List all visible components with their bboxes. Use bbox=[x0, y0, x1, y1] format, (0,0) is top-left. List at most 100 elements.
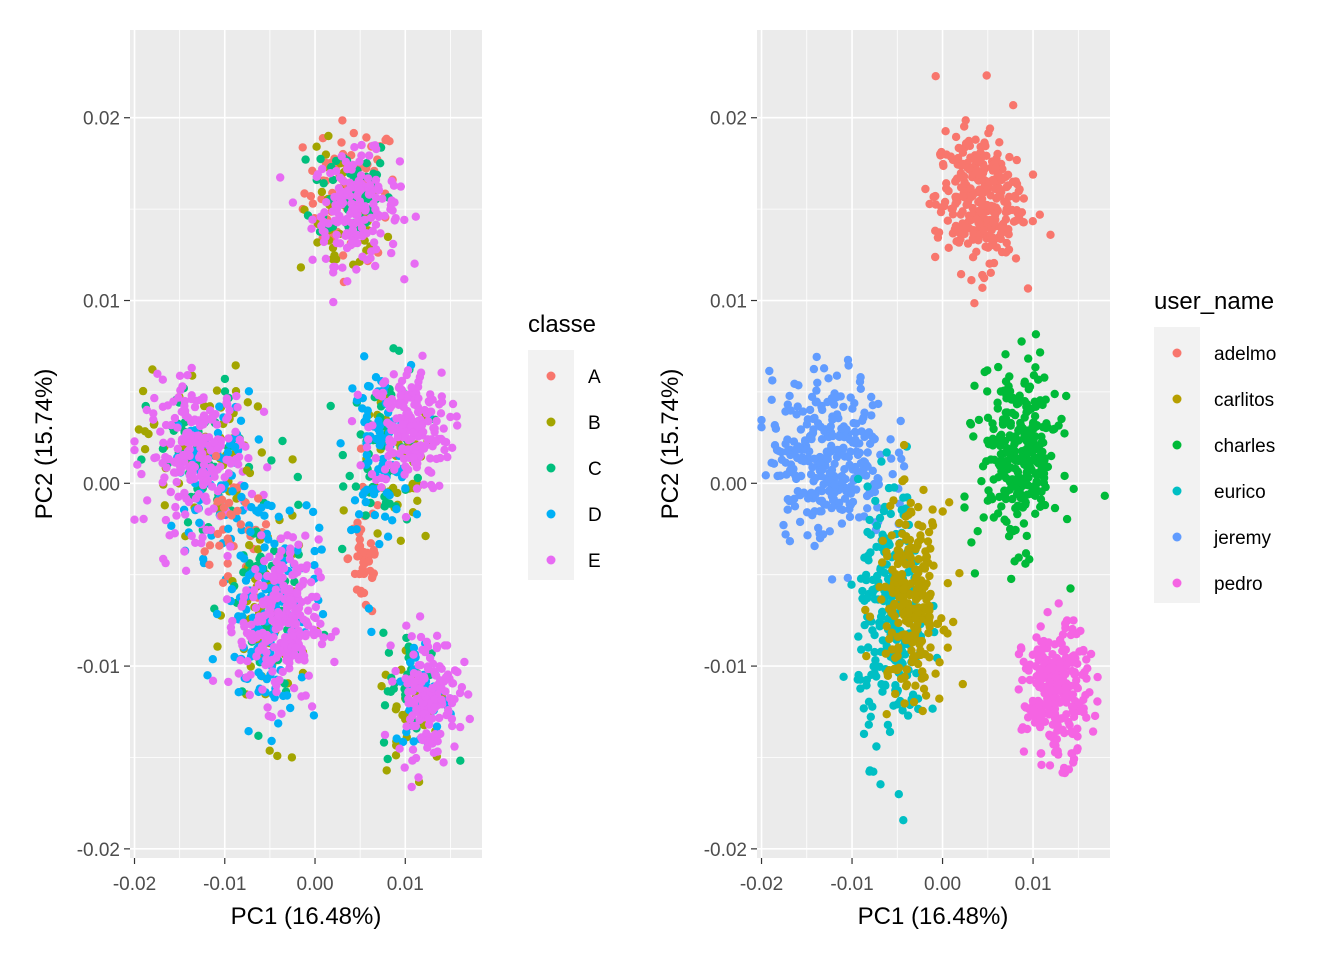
data-point bbox=[395, 413, 405, 423]
data-point bbox=[274, 719, 283, 728]
data-point bbox=[223, 534, 232, 543]
data-point bbox=[337, 138, 346, 147]
data-point bbox=[130, 515, 139, 524]
data-point bbox=[844, 453, 853, 462]
data-point bbox=[873, 480, 882, 490]
data-point bbox=[165, 531, 174, 540]
data-point bbox=[211, 451, 221, 461]
data-point bbox=[958, 171, 968, 180]
data-point bbox=[384, 460, 394, 469]
data-point bbox=[892, 552, 902, 562]
data-point bbox=[875, 622, 884, 631]
data-point bbox=[808, 463, 817, 472]
data-point bbox=[218, 578, 228, 587]
data-point bbox=[450, 742, 459, 751]
data-point bbox=[890, 575, 899, 584]
data-point bbox=[1066, 727, 1076, 737]
data-point bbox=[813, 378, 822, 387]
data-point bbox=[167, 521, 176, 530]
data-point bbox=[254, 630, 263, 639]
data-point bbox=[1050, 389, 1059, 399]
data-point bbox=[367, 627, 376, 637]
data-point bbox=[222, 398, 231, 407]
data-point bbox=[1069, 616, 1078, 625]
data-point bbox=[907, 646, 916, 655]
data-point bbox=[894, 790, 903, 799]
data-point bbox=[933, 619, 943, 628]
data-point bbox=[432, 416, 441, 426]
data-point bbox=[792, 410, 801, 419]
data-point bbox=[988, 419, 997, 428]
data-point bbox=[414, 377, 423, 386]
data-point bbox=[1026, 463, 1035, 472]
data-point bbox=[332, 230, 341, 240]
data-point bbox=[770, 421, 779, 430]
data-point bbox=[298, 143, 307, 152]
data-point bbox=[330, 262, 339, 272]
data-point bbox=[986, 201, 996, 211]
data-point bbox=[978, 283, 987, 292]
data-point bbox=[332, 238, 341, 248]
data-point bbox=[277, 709, 286, 718]
data-point bbox=[1058, 630, 1068, 639]
data-point bbox=[1005, 152, 1014, 162]
data-point bbox=[950, 225, 959, 234]
data-point bbox=[812, 352, 821, 362]
data-point bbox=[951, 177, 960, 186]
data-point bbox=[984, 128, 993, 138]
data-point bbox=[828, 431, 838, 441]
data-point bbox=[372, 144, 381, 154]
data-point bbox=[212, 420, 222, 429]
data-point bbox=[339, 177, 348, 186]
data-point bbox=[412, 484, 422, 493]
data-point bbox=[317, 639, 327, 649]
data-point bbox=[440, 445, 449, 455]
data-point bbox=[391, 214, 400, 223]
x-tick-label: 0.01 bbox=[387, 874, 424, 895]
data-point bbox=[1002, 182, 1011, 192]
data-point bbox=[402, 446, 411, 455]
data-point bbox=[1018, 454, 1027, 463]
data-point bbox=[130, 437, 139, 446]
data-point bbox=[906, 559, 916, 568]
data-point bbox=[838, 505, 847, 514]
data-point bbox=[274, 512, 283, 521]
data-point bbox=[267, 456, 276, 465]
data-point bbox=[236, 551, 245, 560]
data-point bbox=[1004, 245, 1014, 254]
data-point bbox=[201, 433, 210, 442]
data-point bbox=[1073, 732, 1082, 741]
data-point bbox=[225, 406, 234, 415]
data-point bbox=[382, 766, 391, 775]
data-point bbox=[845, 460, 854, 469]
data-point bbox=[436, 409, 446, 418]
data-point bbox=[291, 643, 301, 653]
data-point bbox=[389, 370, 398, 379]
data-point bbox=[1010, 191, 1019, 201]
data-point bbox=[845, 512, 855, 522]
data-point bbox=[1022, 724, 1032, 734]
data-point bbox=[846, 393, 855, 402]
data-point bbox=[868, 626, 877, 635]
data-point bbox=[332, 207, 341, 216]
data-point bbox=[1080, 667, 1089, 677]
data-point bbox=[166, 487, 175, 497]
data-point bbox=[180, 401, 189, 411]
data-point bbox=[993, 404, 1002, 413]
data-point bbox=[419, 444, 429, 453]
data-point bbox=[364, 557, 374, 566]
data-point bbox=[299, 576, 308, 586]
data-point bbox=[414, 773, 423, 782]
data-point bbox=[350, 205, 360, 214]
data-point bbox=[275, 551, 284, 561]
data-point bbox=[380, 377, 390, 386]
data-point bbox=[308, 215, 317, 224]
data-point bbox=[398, 420, 407, 429]
data-point bbox=[368, 421, 377, 430]
data-point bbox=[264, 535, 273, 544]
data-point bbox=[807, 434, 816, 443]
data-point bbox=[1001, 172, 1010, 182]
data-point bbox=[1048, 650, 1057, 659]
data-point bbox=[353, 518, 362, 527]
data-point bbox=[311, 602, 320, 612]
